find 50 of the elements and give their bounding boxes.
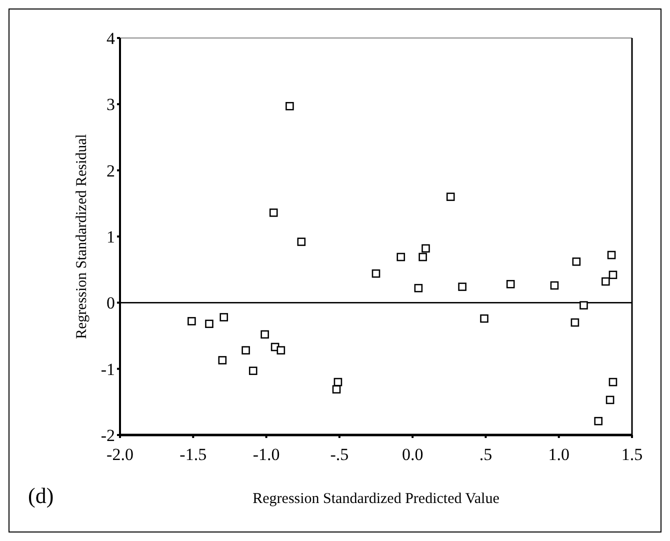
point bbox=[276, 346, 286, 354]
point bbox=[580, 301, 588, 310]
point bbox=[570, 318, 580, 327]
point bbox=[205, 320, 214, 328]
y-tick-label: 3 bbox=[106, 95, 115, 114]
point bbox=[506, 280, 515, 288]
x-tick-label: -1.5 bbox=[180, 445, 207, 464]
point bbox=[332, 385, 341, 394]
point bbox=[334, 378, 342, 386]
point bbox=[248, 366, 258, 375]
x-tick-label: 0.0 bbox=[402, 445, 424, 464]
x-tick-label: 1.5 bbox=[621, 445, 643, 464]
point bbox=[594, 416, 603, 426]
x-tick-label: -.5 bbox=[330, 445, 349, 464]
x-tick-label: -1.0 bbox=[252, 445, 280, 464]
text: (d) bbox=[28, 483, 54, 508]
point bbox=[188, 317, 196, 326]
point bbox=[602, 277, 610, 286]
y-tick-label: 1 bbox=[106, 228, 115, 246]
y-tick-label: 0 bbox=[106, 294, 115, 313]
point bbox=[458, 282, 466, 291]
point bbox=[480, 314, 488, 323]
point bbox=[220, 313, 228, 322]
point bbox=[414, 284, 423, 292]
point bbox=[269, 208, 278, 217]
point bbox=[607, 250, 616, 260]
point bbox=[372, 269, 380, 278]
point bbox=[297, 238, 306, 246]
x-tick-label: -2.0 bbox=[106, 445, 134, 464]
point bbox=[608, 270, 618, 280]
y-tick-label: 2 bbox=[106, 161, 115, 180]
point bbox=[572, 257, 581, 266]
y-tick-label: -1 bbox=[100, 360, 115, 379]
point bbox=[606, 396, 614, 404]
point bbox=[550, 281, 559, 290]
y-tick-label: 4 bbox=[106, 29, 116, 48]
y-tick-label: -2 bbox=[100, 426, 115, 445]
point bbox=[286, 102, 294, 110]
point bbox=[608, 378, 618, 386]
point bbox=[242, 346, 250, 354]
point bbox=[218, 356, 227, 364]
point bbox=[418, 252, 427, 262]
x-tick-label: .5 bbox=[479, 445, 492, 464]
y-axis-title: Regression Standardized Residual bbox=[74, 134, 90, 339]
point bbox=[396, 252, 406, 262]
point bbox=[260, 330, 269, 339]
x-axis-title: Regression Standardized Predicted Value bbox=[252, 491, 500, 507]
x-tick-label: 1.0 bbox=[548, 445, 570, 464]
point bbox=[422, 244, 430, 253]
point bbox=[446, 192, 455, 201]
